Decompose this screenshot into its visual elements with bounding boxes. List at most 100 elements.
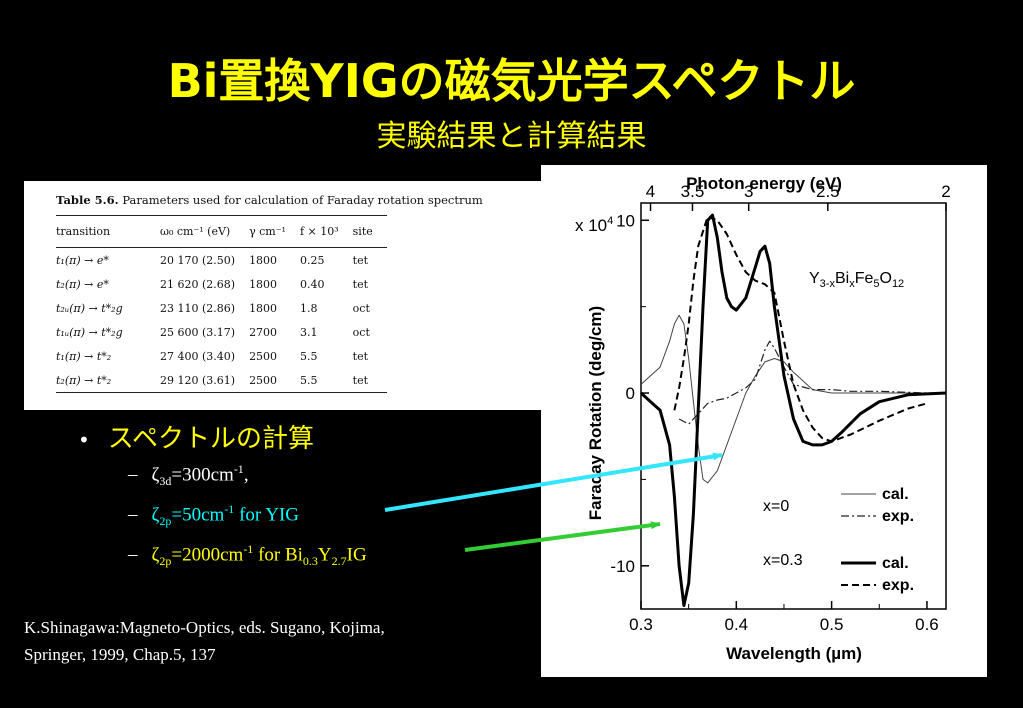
series-x0-exp: [678, 340, 946, 425]
zeta-subscript: 2p: [159, 514, 172, 529]
legend-entry-label: exp.: [882, 577, 914, 594]
table-cell: 23 110 (2.86): [160, 301, 236, 315]
faraday-rotation-chart: Photon energy (eV) 4 3.5 3 2.5 2 x 104 Farad…: [575, 174, 951, 663]
table-header: site: [352, 215, 387, 248]
table-cell: 1800: [249, 253, 278, 267]
x-tick-label: 0.4: [724, 615, 748, 634]
top-tick-label: 4: [646, 182, 655, 201]
table-header: γ cm⁻¹: [249, 215, 300, 248]
table-cell: t₁ᵤ(π) → t*₂g: [56, 325, 123, 339]
y-axis-label: Faraday Rotation (deg/cm): [586, 306, 605, 520]
table-cell: 25 600 (3.17): [160, 325, 236, 339]
top-axis-ticks: 4 3.5 3 2.5 2: [646, 182, 951, 211]
table-cell: t₂ᵤ(π) → t*₂g: [56, 301, 123, 315]
unit-exponent: -1: [233, 462, 244, 476]
table-cell: 1800: [249, 301, 278, 315]
zeta-symbol: ζ: [151, 504, 160, 526]
table-row: t₂ᵤ(π) → t*₂g 23 110 (2.86) 1800 1.8 oct: [56, 296, 387, 320]
formula-bi-sub: x: [849, 278, 855, 290]
legend-entry-label: cal.: [882, 486, 909, 503]
formula-fe: Fe: [855, 270, 874, 287]
x-axis-ticks: 0.3 0.4 0.5 0.6: [629, 601, 939, 634]
table-cell: t₂(π) → e*: [56, 277, 109, 291]
table-cell: 2500: [249, 368, 300, 393]
table-row: t₂(π) → e* 21 620 (2.68) 1800 0.40 tet: [56, 272, 387, 296]
parameter-table-panel: Table 5.6. Parameters used for calculati…: [24, 181, 554, 410]
x-tick-label: 0.6: [915, 615, 939, 634]
y-axis-ticks: 10 0 -10: [610, 211, 649, 576]
y-element: Y: [317, 544, 332, 566]
table-cell: 2700: [249, 325, 278, 339]
zeta-value: =50cm: [171, 504, 225, 526]
table-cell: oct: [352, 301, 370, 315]
slide-subtitle: 実験結果と計算結果: [376, 119, 647, 154]
citation: K.Shinagawa:Magneto-Optics, eds. Sugano,…: [24, 614, 385, 668]
table-cell: t₁(π) → e*: [56, 253, 109, 267]
citation-line-2: Springer, 1999, Chap.5, 137: [24, 645, 216, 664]
parameter-table: transition ω₀ cm⁻¹ (eV) γ cm⁻¹ f × 10³ s…: [56, 215, 387, 393]
slide-title: Bi置換YIGの磁気光学スペクトル: [167, 54, 856, 108]
table-header: ω₀ cm⁻¹ (eV): [160, 215, 250, 248]
table-cell: 2500: [249, 349, 278, 363]
table-cell: t₁(π) → t*₂: [56, 349, 112, 363]
y-tick-label: 0: [626, 384, 635, 403]
x-axis-label: Wavelength (µm): [726, 644, 862, 663]
table-cell: oct: [352, 325, 370, 339]
zeta-subscript: 2p: [159, 554, 172, 569]
y-subscript: 2.7: [331, 554, 347, 569]
table-caption: Table 5.6. Parameters used for calculati…: [56, 193, 483, 207]
series-group: [639, 213, 947, 607]
series-x0-cal: [640, 314, 946, 484]
legend-entry-label: exp.: [882, 508, 914, 525]
sub-item-dash: –: [128, 464, 138, 486]
formula-bi: Bi: [835, 270, 849, 287]
table-caption-text: Parameters used for calculation of Farad…: [122, 193, 483, 207]
zeta-value: =300cm: [171, 464, 234, 486]
citation-line-1: K.Shinagawa:Magneto-Optics, eds. Sugano,…: [24, 618, 385, 637]
bullet-heading-text: スペクトルの計算: [107, 424, 314, 454]
plot-frame: [640, 202, 947, 610]
table-row: t₁(π) → e* 20 170 (2.50) 1800 0.25 tet: [56, 248, 387, 273]
compound-formula: Y3-xBixFe5O12: [809, 270, 904, 290]
table-row: t₂(π) → t*₂ 29 120 (3.61) 2500 5.5 tet: [56, 368, 387, 393]
series-x03-exp: [673, 215, 928, 443]
table-cell: 0.40: [299, 277, 325, 291]
sub-item-dash: –: [128, 544, 138, 566]
table-cell: 0.25: [299, 253, 325, 267]
formula-o: O: [879, 270, 891, 287]
table-cell: tet: [352, 368, 387, 393]
table-cell: 1800: [249, 277, 278, 291]
top-tick-label: 3.5: [681, 182, 705, 201]
series-x03-cal: [639, 213, 947, 607]
item-tail: for YIG: [234, 504, 300, 526]
table-cell: 1.8: [299, 301, 318, 315]
table-header-row: transition ω₀ cm⁻¹ (eV) γ cm⁻¹ f × 10³ s…: [56, 215, 387, 248]
table-cell: 20 170 (2.50): [160, 253, 236, 267]
ig-suffix: IG: [346, 544, 367, 566]
table-cell: tet: [352, 277, 369, 291]
x-tick-label: 0.5: [820, 615, 844, 634]
bi-subscript: 0.3: [302, 554, 318, 569]
zeta-subscript: 3d: [159, 474, 172, 489]
zeta-value: =2000cm: [171, 544, 244, 566]
table-header: transition: [56, 215, 160, 248]
y-tick-label: 10: [616, 211, 635, 230]
table-cell: tet: [352, 253, 369, 267]
zeta-symbol: ζ: [151, 544, 160, 566]
top-tick-label: 2.5: [816, 182, 840, 201]
item-tail: for Bi: [253, 544, 303, 566]
sub-item-zeta-3d: – ζ3d=300cm-1,: [128, 462, 249, 489]
legend: x=0 cal. exp. x=0.3 cal. exp.: [763, 486, 914, 594]
table-cell: 5.5: [299, 368, 353, 393]
y-tick-label: -10: [610, 557, 635, 576]
formula-y-sub: 3-x: [820, 278, 836, 290]
bullet-dot: •: [78, 428, 90, 452]
formula-fe-sub: 5: [873, 278, 879, 290]
y-scale-base: x 10: [575, 216, 607, 235]
legend-entry-label: cal.: [882, 555, 909, 572]
top-tick-label: 2: [941, 182, 950, 201]
unit-exponent: -1: [243, 542, 254, 556]
formula-o-sub: 12: [892, 278, 904, 290]
table-row: t₁ᵤ(π) → t*₂g 25 600 (3.17) 2700 3.1 oct: [56, 320, 387, 344]
sub-item-dash: –: [128, 504, 138, 526]
